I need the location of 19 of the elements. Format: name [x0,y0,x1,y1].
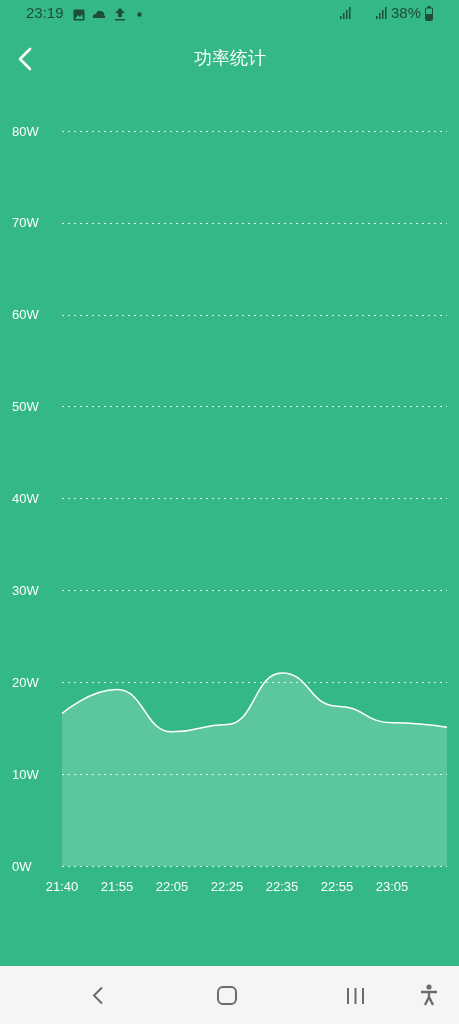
y-tick-label: 10W [12,766,40,782]
y-tick-label: 30W [12,582,40,598]
y-tick-label: 60W [12,307,40,323]
x-tick-label: 21:40 [45,879,79,894]
x-tick-label: 22:05 [155,879,189,894]
y-tick-label: 50W [12,399,40,415]
text: 23:19 [26,4,64,21]
x-tick-label: 21:55 [100,879,134,894]
text: 38% [391,4,422,21]
x-tick-label: 22:35 [265,879,299,894]
y-tick-label: 20W [12,674,40,690]
x-tick-label: 22:25 [210,879,244,894]
x-tick-label: 23:05 [375,879,409,894]
y-tick-label: 70W [12,215,40,231]
y-tick-label: 80W [12,123,40,139]
y-tick-label: 40W [12,491,40,506]
y-tick-label: 0W [12,858,33,874]
x-tick-label: 22:55 [320,879,354,894]
chart-title: 功率统计 [192,46,267,70]
